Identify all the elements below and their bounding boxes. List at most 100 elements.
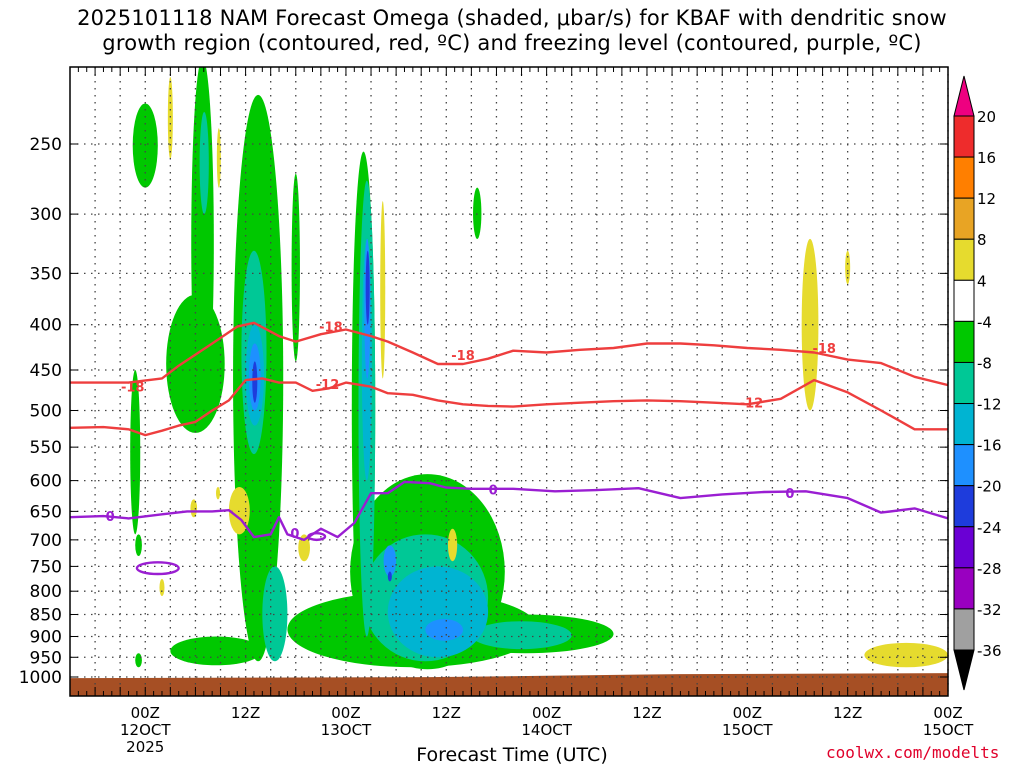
colorbar-label: 16 <box>977 149 996 167</box>
terrain-fill <box>70 673 948 696</box>
omega-region-1 <box>135 534 142 557</box>
colorbar-cell <box>953 115 975 158</box>
chart-title-line2: growth region (contoured, red, ºC) and f… <box>102 31 922 55</box>
y-tick-label: 1000 <box>19 668 62 688</box>
colorbar-label: 4 <box>977 272 987 290</box>
y-tick-label: 300 <box>30 205 62 225</box>
x-tick-label: 12Z <box>432 704 461 722</box>
y-tick-label: 250 <box>30 135 62 155</box>
colorbar-cell <box>953 526 975 569</box>
x-tick-label: 00Z <box>532 704 561 722</box>
y-tick-label: 650 <box>30 502 62 522</box>
colorbar-cell <box>953 444 975 487</box>
omega-region-41 <box>864 642 948 668</box>
colorbar-label: 8 <box>977 231 987 249</box>
colorbar-label: -8 <box>977 354 992 372</box>
omega-region-29 <box>387 571 392 582</box>
colorbar-cell <box>953 156 975 199</box>
terrain-area <box>70 673 948 696</box>
x-tick-year: 2025 <box>126 738 164 756</box>
contour-loop-1 <box>307 532 327 542</box>
contour-labels: -18 -18 -18 -18 -12 -12 0 0 0 0 <box>106 321 836 543</box>
chart-title: 2025101118 NAM Forecast Omega (shaded, μ… <box>0 6 1024 56</box>
contour-loop-0 <box>135 561 180 576</box>
omega-region-38 <box>159 578 165 596</box>
x-tick-label: 00Z <box>131 704 160 722</box>
contour-line-m12 <box>70 377 948 437</box>
contour-label: -18 <box>121 381 145 396</box>
y-tick-label: 700 <box>30 531 62 551</box>
omega-region-27 <box>252 361 258 403</box>
y-tick-label: 550 <box>30 438 62 458</box>
x-tick-date: 15OCT <box>923 721 974 739</box>
omega-shading <box>130 67 948 670</box>
x-tick-label: 00Z <box>331 704 360 722</box>
plot-frame <box>69 66 949 697</box>
colorbar-label: -36 <box>977 642 1002 660</box>
plot-border <box>69 66 949 697</box>
y-axis: 2503003504004505005506006507007508008509… <box>19 135 948 688</box>
omega-region-39 <box>801 238 819 411</box>
colorbar-cell <box>953 485 975 528</box>
omega-region-2 <box>132 103 158 188</box>
x-tick-label: 00Z <box>933 704 962 722</box>
contour-label: -12 <box>316 378 340 393</box>
contour-line-0 <box>70 480 948 542</box>
contour-label: -12 <box>740 397 764 412</box>
y-tick-label: 400 <box>30 316 62 336</box>
colorbar-cell <box>953 403 975 446</box>
omega-region-22 <box>387 566 489 658</box>
omega-region-37 <box>447 528 458 562</box>
contour-label: -18 <box>319 321 343 336</box>
colorbar: 20 16 12 8 4 -4 -8 -12 -16 -20 -24 -28 -32 -36 <box>953 75 1002 691</box>
omega-region-34 <box>190 499 198 518</box>
colorbar-label: -4 <box>977 313 992 331</box>
omega-region-11 <box>170 636 263 666</box>
omega-region-31 <box>216 128 221 188</box>
colorbar-cell <box>953 197 975 240</box>
colorbar-cell <box>953 238 975 281</box>
contour-label: 0 <box>290 527 299 542</box>
omega-region-40 <box>845 250 851 285</box>
contour-label: 0 <box>106 510 115 525</box>
y-tick-label: 600 <box>30 472 62 492</box>
omega-region-16 <box>262 566 288 662</box>
omega-region-12 <box>135 653 142 668</box>
y-tick-label: 450 <box>30 361 62 381</box>
x-tick-label: 12Z <box>833 704 862 722</box>
contour-line-m18 <box>70 321 948 387</box>
omega-region-28 <box>365 250 370 325</box>
omega-region-25 <box>425 619 464 641</box>
omega-region-13 <box>473 187 482 239</box>
x-tick-label: 12Z <box>231 704 260 722</box>
contour-label: 0 <box>785 487 794 502</box>
x-tick-date: 14OCT <box>521 721 572 739</box>
colorbar-cell <box>953 567 975 610</box>
chart-title-line1: 2025101118 NAM Forecast Omega (shaded, μ… <box>77 6 947 30</box>
y-tick-label: 750 <box>30 557 62 577</box>
x-tick-label: 00Z <box>733 704 762 722</box>
colorbar-label: -12 <box>977 396 1002 414</box>
x-tick-label: 12Z <box>632 704 661 722</box>
colorbar-label: 20 <box>977 108 996 126</box>
y-tick-label: 500 <box>30 402 62 422</box>
colorbar-label: -32 <box>977 601 1002 619</box>
y-tick-label: 950 <box>30 648 62 668</box>
colorbar-label: -20 <box>977 478 1002 496</box>
omega-region-36 <box>298 534 310 562</box>
omega-region-6 <box>291 173 300 362</box>
omega-region-30 <box>167 76 173 160</box>
colorbar-cell <box>953 608 975 651</box>
colorbar-cell <box>953 279 975 322</box>
x-tick-date: 15OCT <box>722 721 773 739</box>
colorbar-label: -28 <box>977 560 1002 578</box>
colorbar-label: -16 <box>977 437 1002 455</box>
omega-region-35 <box>216 486 221 500</box>
y-tick-label: 350 <box>30 264 62 284</box>
x-tick-date: 12OCT <box>120 721 171 739</box>
colorbar-label: 12 <box>977 190 996 208</box>
watermark: coolwx.com/modelts <box>826 743 1000 762</box>
colorbar-cell <box>953 320 975 363</box>
